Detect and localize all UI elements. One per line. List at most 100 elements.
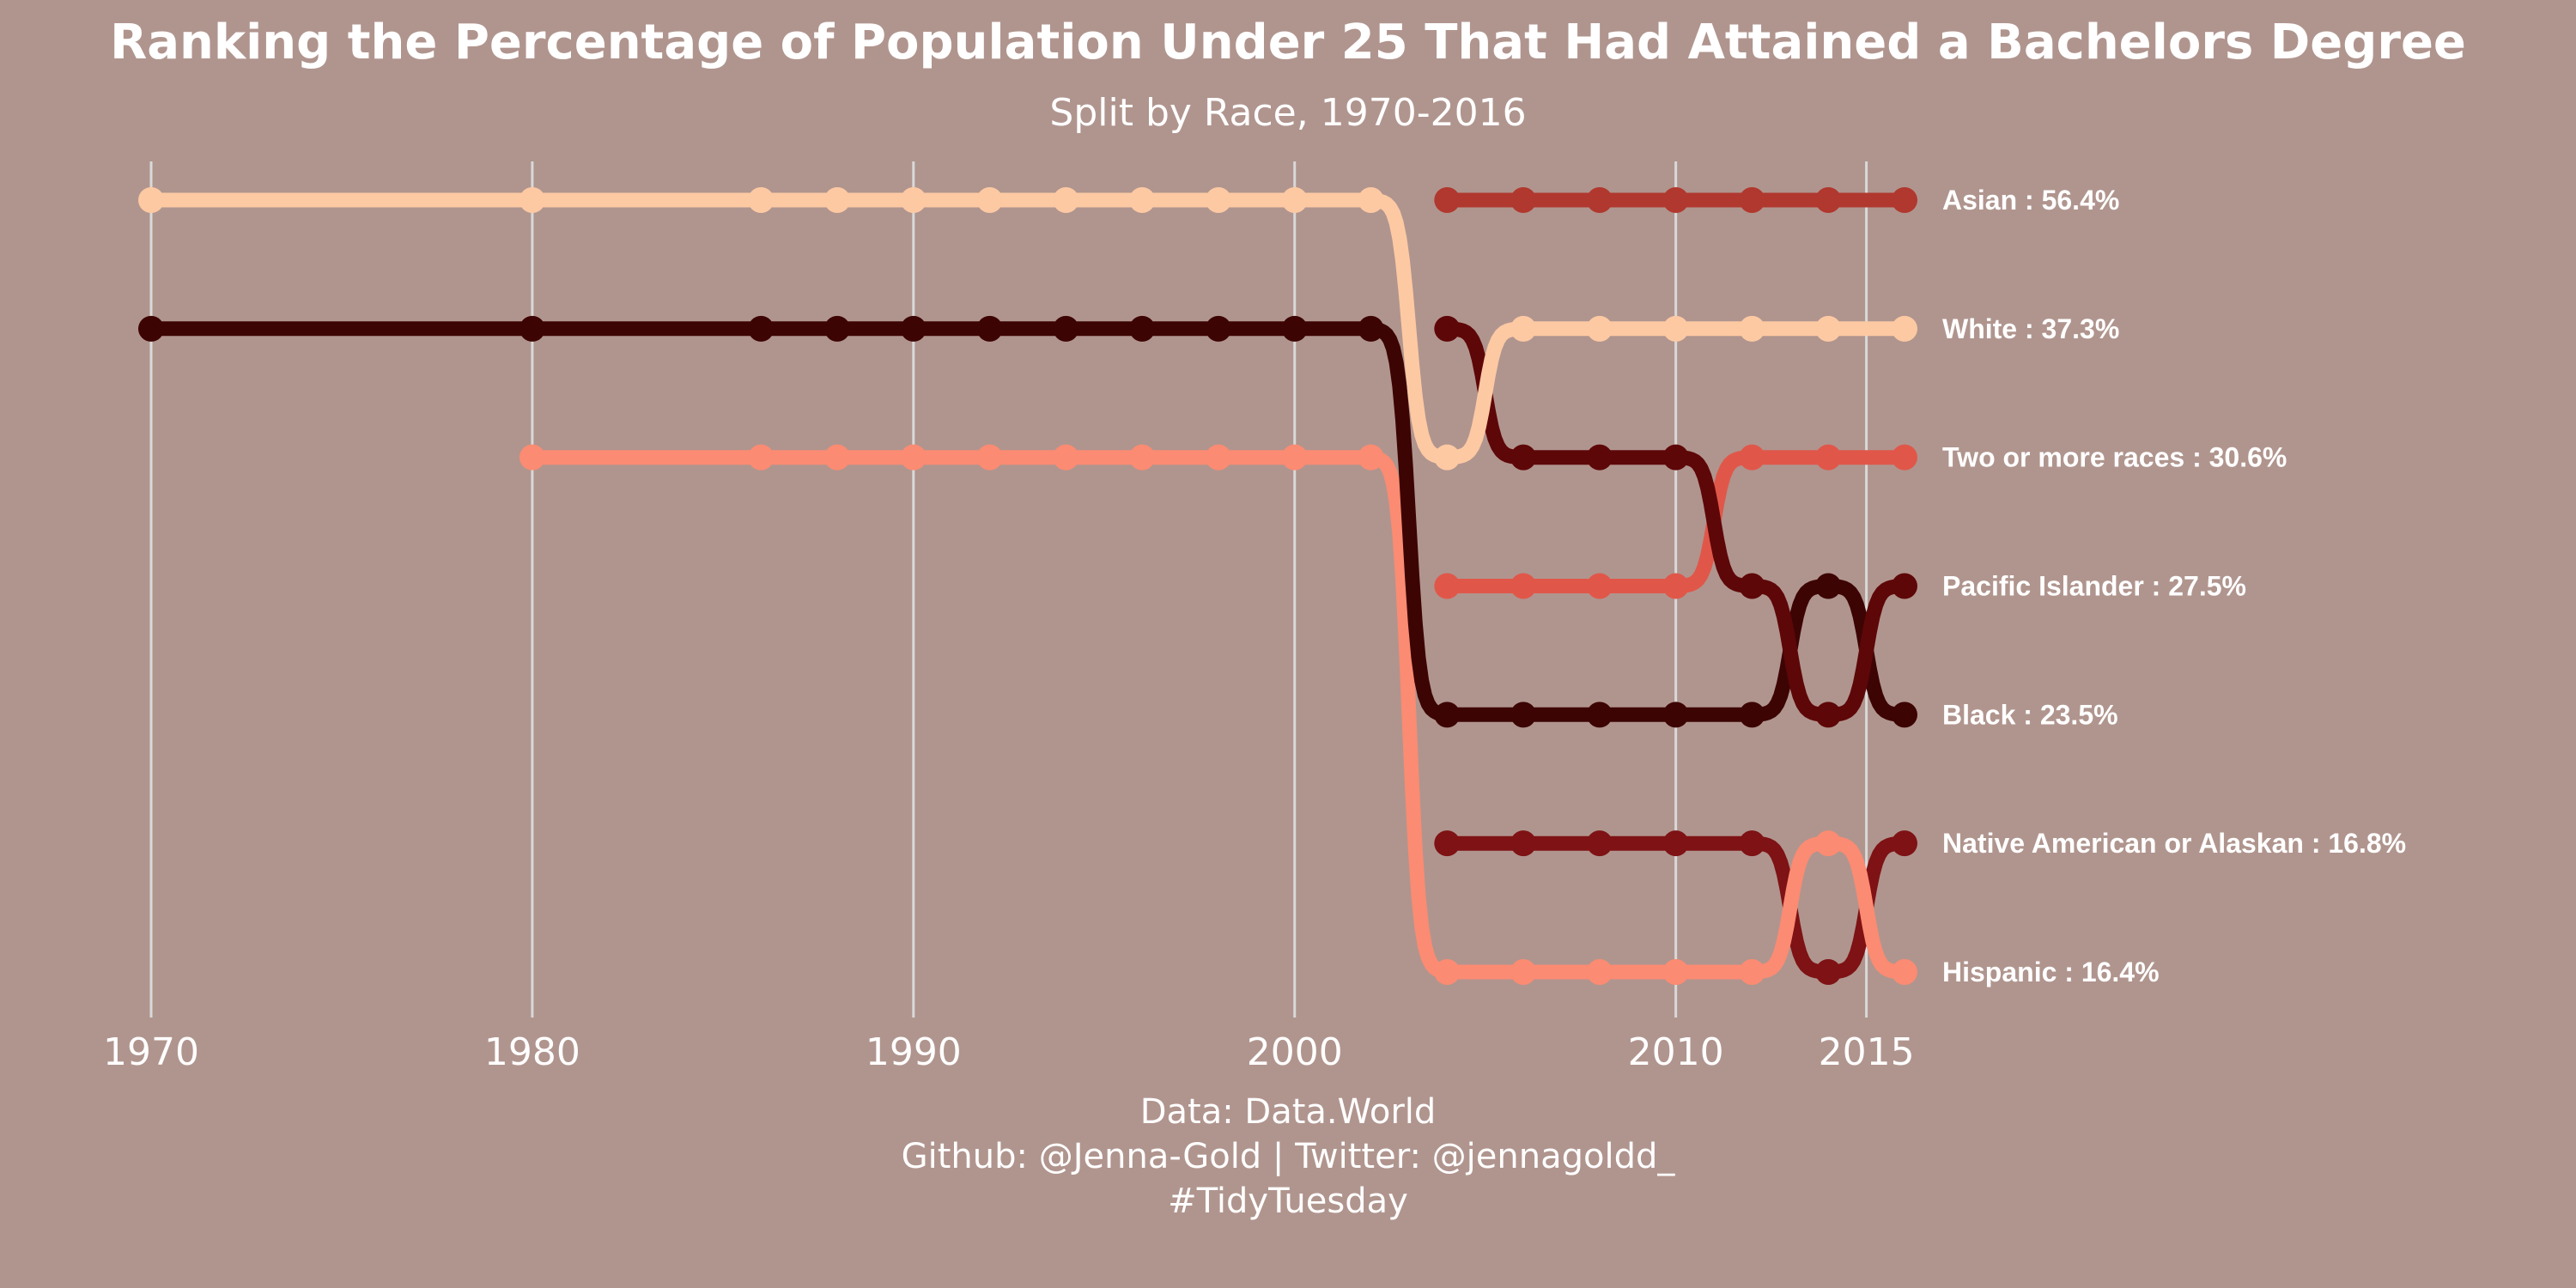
end-label-hispanic: Hispanic : 16.4% — [1942, 957, 2160, 987]
point-white-2006 — [1510, 315, 1537, 342]
series-line-hispanic — [525, 450, 1912, 980]
point-white-2016 — [1892, 315, 1917, 342]
point-hispanic-1988 — [824, 444, 851, 471]
point-asian-2012 — [1739, 187, 1765, 213]
point-white-2004 — [1434, 444, 1461, 471]
point-black-2012 — [1739, 702, 1765, 728]
point-white-1980 — [519, 187, 545, 213]
point-pacific-islander-2014 — [1815, 702, 1842, 728]
point-hispanic-2006 — [1510, 959, 1537, 985]
x-tick-label-1970: 1970 — [103, 1030, 199, 1074]
point-white-1992 — [976, 187, 1003, 213]
point-two-or-more-races-2016 — [1892, 444, 1917, 471]
point-hispanic-1986 — [748, 444, 775, 471]
point-white-2000 — [1281, 187, 1308, 213]
chart-title: Ranking the Percentage of Population Und… — [110, 15, 2466, 70]
point-white-2014 — [1815, 315, 1842, 342]
point-asian-2008 — [1586, 187, 1613, 213]
point-black-2010 — [1662, 702, 1689, 728]
point-pacific-islander-2004 — [1434, 315, 1461, 342]
point-pacific-islander-2006 — [1510, 444, 1537, 471]
point-hispanic-1992 — [976, 444, 1003, 471]
point-white-1998 — [1205, 187, 1231, 213]
series-line-black — [143, 321, 1912, 722]
point-black-1980 — [519, 315, 545, 342]
point-black-2008 — [1586, 702, 1613, 728]
point-asian-2016 — [1892, 187, 1917, 213]
point-native-american-or-alaskan-2012 — [1739, 830, 1765, 857]
point-black-1990 — [900, 315, 927, 342]
caption-hashtag: #TidyTuesday — [1168, 1182, 1408, 1221]
x-tick-label-2015: 2015 — [1819, 1030, 1915, 1074]
point-black-1996 — [1129, 315, 1156, 342]
point-hispanic-2008 — [1586, 959, 1613, 985]
end-label-two-or-more-races: Two or more races : 30.6% — [1942, 442, 2287, 473]
point-pacific-islander-2012 — [1739, 573, 1765, 599]
series-hispanic — [519, 444, 1917, 985]
point-white-1988 — [824, 187, 851, 213]
point-asian-2014 — [1815, 187, 1842, 213]
point-black-1994 — [1053, 315, 1079, 342]
series-black — [138, 315, 1917, 728]
x-axis-ticks: 1970 1980 1990 2000 2010 2015 — [103, 1030, 1915, 1074]
point-asian-2006 — [1510, 187, 1537, 213]
x-tick-label-1990: 1990 — [866, 1030, 962, 1074]
end-label-white: White : 37.3% — [1942, 313, 2119, 344]
point-two-or-more-races-2004 — [1434, 573, 1461, 599]
point-native-american-or-alaskan-2016 — [1892, 830, 1917, 857]
point-white-1996 — [1129, 187, 1156, 213]
point-hispanic-1996 — [1129, 444, 1156, 471]
point-white-1990 — [900, 187, 927, 213]
end-label-native-american-or-alaskan: Native American or Alaskan : 16.8% — [1942, 828, 2406, 859]
point-asian-2010 — [1662, 187, 1689, 213]
point-black-1998 — [1205, 315, 1231, 342]
point-native-american-or-alaskan-2014 — [1815, 959, 1842, 985]
point-hispanic-2002 — [1358, 444, 1384, 471]
x-tick-label-2010: 2010 — [1628, 1030, 1724, 1074]
series-native-american-or-alaskan — [1434, 830, 1917, 985]
point-two-or-more-races-2006 — [1510, 573, 1537, 599]
point-hispanic-2000 — [1281, 444, 1308, 471]
series-white — [138, 187, 1917, 471]
point-two-or-more-races-2008 — [1586, 573, 1613, 599]
point-black-2014 — [1815, 573, 1842, 599]
point-two-or-more-races-2012 — [1739, 444, 1765, 471]
point-white-2002 — [1358, 187, 1384, 213]
point-pacific-islander-2010 — [1662, 444, 1689, 471]
point-pacific-islander-2008 — [1586, 444, 1613, 471]
point-black-1986 — [748, 315, 775, 342]
point-black-2016 — [1892, 702, 1917, 728]
series-asian — [1434, 187, 1917, 213]
series-pacific-islander — [1434, 315, 1917, 728]
point-hispanic-1990 — [900, 444, 927, 471]
point-native-american-or-alaskan-2010 — [1662, 830, 1689, 857]
point-hispanic-2010 — [1662, 959, 1689, 985]
point-black-1970 — [138, 315, 164, 342]
point-hispanic-2012 — [1739, 959, 1765, 985]
end-labels: Native American or Alaskan : 16.8% Hispan… — [1942, 185, 2406, 987]
x-tick-label-2000: 2000 — [1247, 1030, 1343, 1074]
point-white-2012 — [1739, 315, 1765, 342]
point-black-2000 — [1281, 315, 1308, 342]
series-lines — [138, 187, 1917, 985]
point-asian-2004 — [1434, 187, 1461, 213]
point-native-american-or-alaskan-2006 — [1510, 830, 1537, 857]
end-label-black: Black : 23.5% — [1942, 699, 2118, 730]
point-white-1994 — [1053, 187, 1079, 213]
point-hispanic-1994 — [1053, 444, 1079, 471]
point-black-1992 — [976, 315, 1003, 342]
point-white-1970 — [138, 187, 164, 213]
point-hispanic-1998 — [1205, 444, 1231, 471]
point-black-1988 — [824, 315, 851, 342]
end-label-pacific-islander: Pacific Islander : 27.5% — [1942, 571, 2246, 602]
chart-subtitle: Split by Race, 1970-2016 — [1049, 91, 1526, 135]
point-black-2006 — [1510, 702, 1537, 728]
point-white-1986 — [748, 187, 775, 213]
point-pacific-islander-2016 — [1892, 573, 1917, 599]
point-two-or-more-races-2010 — [1662, 573, 1689, 599]
point-white-2008 — [1586, 315, 1613, 342]
point-hispanic-1980 — [519, 444, 545, 471]
caption-credits: Github: @Jenna-Gold | Twitter: @jennagol… — [902, 1137, 1676, 1176]
x-tick-label-1980: 1980 — [484, 1030, 580, 1074]
